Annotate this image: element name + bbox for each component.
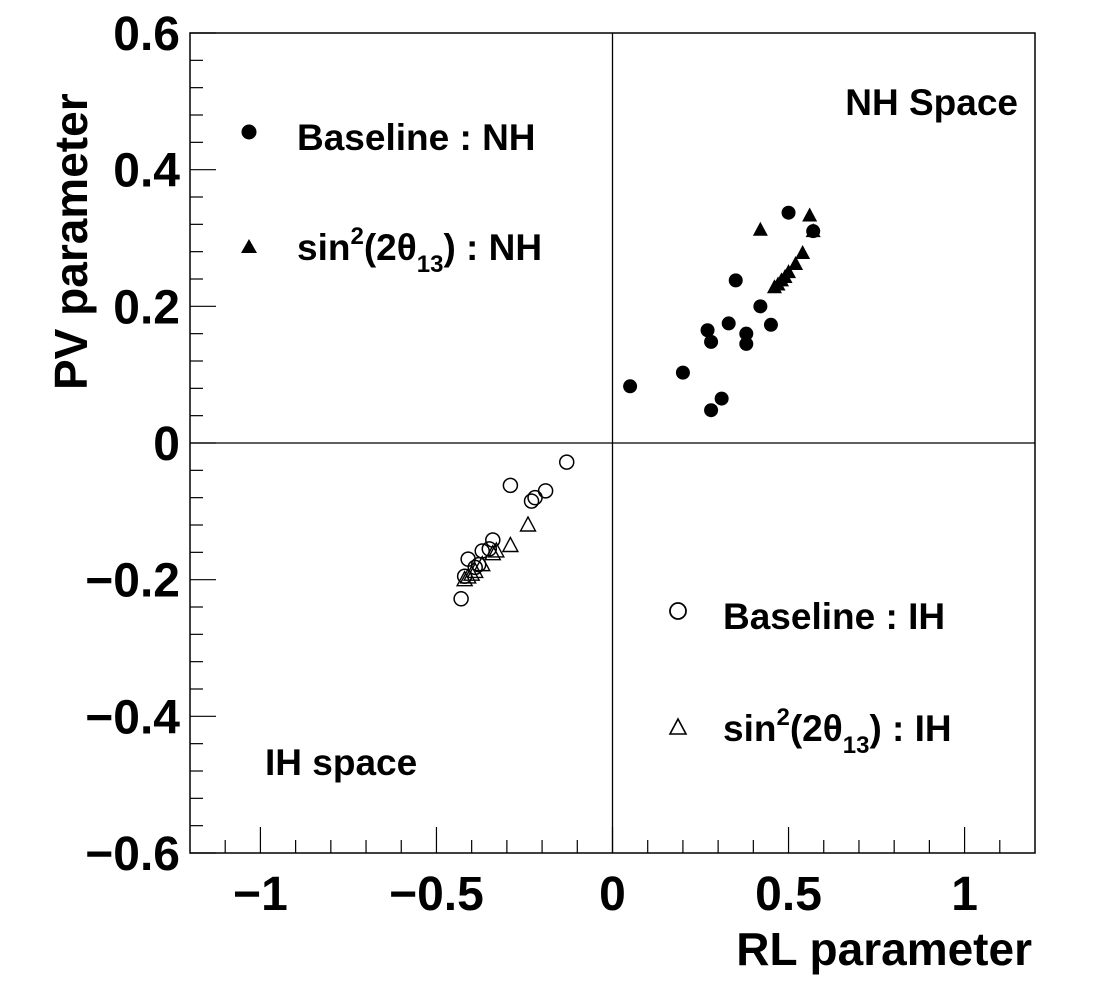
data-point-open-triangle bbox=[501, 536, 520, 553]
data-point-open-circle bbox=[537, 483, 554, 499]
data-point-open-triangle bbox=[462, 564, 481, 581]
legend-top-left: Baseline : NH sin2(2θ13) : NH bbox=[241, 117, 542, 278]
legend-label-baseline-nh: Baseline : NH bbox=[297, 117, 536, 158]
legend-marker-open-triangle bbox=[668, 717, 688, 735]
legend-label-baseline-ih: Baseline : IH bbox=[723, 596, 945, 637]
zero-lines bbox=[190, 33, 1035, 853]
annotation-ih-space: IH space bbox=[265, 742, 417, 783]
data-point-open-triangle bbox=[484, 544, 502, 561]
data-point-filled-circle bbox=[714, 391, 729, 406]
data-point-filled-circle bbox=[753, 299, 768, 314]
data-point-filled-circle bbox=[704, 403, 719, 418]
data-point-filled-circle bbox=[739, 326, 754, 341]
y-tick-label: 0.2 bbox=[113, 281, 180, 334]
annotation-nh-space: NH Space bbox=[845, 82, 1018, 123]
x-tick-label: −1 bbox=[233, 868, 288, 921]
x-tick-label: 1 bbox=[951, 868, 978, 921]
x-tick-label: −0.5 bbox=[389, 868, 484, 921]
data-point-open-circle bbox=[527, 489, 543, 506]
data-points bbox=[453, 205, 821, 607]
y-tick-label: 0.4 bbox=[113, 145, 180, 198]
data-point-filled-circle bbox=[728, 273, 743, 288]
data-point-open-triangle bbox=[459, 567, 477, 584]
data-point-open-triangle bbox=[455, 570, 474, 587]
y-tick-label: 0.6 bbox=[113, 8, 180, 61]
x-axis-title: RL parameter bbox=[736, 923, 1032, 975]
data-point-open-triangle bbox=[473, 555, 491, 572]
data-point-filled-circle bbox=[721, 316, 736, 331]
data-point-open-triangle bbox=[466, 561, 484, 579]
data-point-open-circle bbox=[502, 477, 519, 494]
data-point-open-circle bbox=[460, 551, 476, 567]
data-point-open-circle bbox=[523, 493, 540, 509]
y-axis-title: PV parameter bbox=[45, 93, 97, 390]
data-point-filled-circle bbox=[675, 365, 690, 380]
y-tick-label: −0.2 bbox=[85, 555, 180, 608]
y-tick-label: −0.6 bbox=[85, 828, 180, 881]
y-tick-label: −0.4 bbox=[85, 691, 180, 744]
legend-label-sin-ih: sin2(2θ13) : IH bbox=[723, 704, 952, 759]
data-point-filled-circle bbox=[700, 323, 715, 338]
data-point-filled-circle bbox=[739, 336, 754, 351]
data-point-open-circle bbox=[453, 591, 469, 607]
legend-label-sin-nh: sin2(2θ13) : NH bbox=[297, 223, 542, 278]
data-point-open-circle bbox=[558, 454, 575, 470]
data-point-filled-triangle bbox=[795, 245, 811, 260]
data-point-filled-circle bbox=[704, 334, 719, 349]
x-tick-label: 0.5 bbox=[755, 868, 822, 921]
data-point-filled-circle bbox=[623, 379, 638, 394]
x-tick-label: 0 bbox=[599, 868, 626, 921]
data-point-filled-triangle bbox=[788, 255, 804, 270]
data-point-filled-circle bbox=[781, 205, 796, 220]
y-tick-label: 0 bbox=[153, 418, 180, 471]
legend-marker-filled-circle bbox=[241, 124, 257, 140]
data-point-filled-triangle bbox=[781, 264, 797, 279]
axis-ticks bbox=[190, 32, 1001, 854]
data-point-filled-triangle bbox=[752, 221, 768, 236]
data-point-filled-triangle bbox=[802, 207, 818, 222]
legend-marker-filled-triangle bbox=[241, 239, 257, 253]
legend-bottom-right: Baseline : IH sin2(2θ13) : IH bbox=[668, 596, 952, 759]
data-point-filled-circle bbox=[763, 317, 778, 332]
legend-marker-open-circle bbox=[669, 602, 687, 620]
axis-tick-labels: −1 −0.5 0 0.5 1 −0.6 −0.4 −0.2 0 0.2 0.4 0.6 bbox=[85, 8, 978, 921]
data-point-filled-triangle bbox=[805, 223, 821, 238]
data-point-open-triangle bbox=[487, 541, 505, 558]
data-point-open-triangle bbox=[519, 515, 537, 532]
